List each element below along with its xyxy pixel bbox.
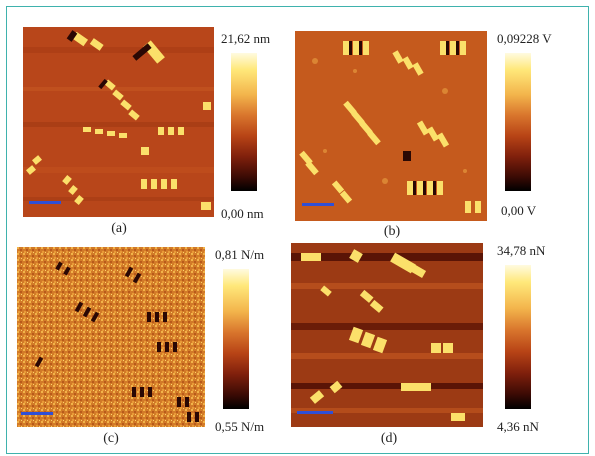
scale-bar-c [21, 412, 53, 415]
colorbar-max-label-c: 0,81 N/m [215, 247, 265, 262]
colorbar-min-label-d: 4,36 nN [497, 419, 539, 434]
colorbar-max-label-d: 34,78 nN [497, 243, 546, 258]
colorbar-a [231, 53, 257, 191]
figure-frame: (a) 21,62 nm 0,00 nm [6, 6, 589, 454]
colorbar-min-label-a: 0,00 nm [221, 206, 264, 221]
panel-caption-d: (d) [380, 431, 398, 446]
colorbar-min-label-c: 0,55 N/m [215, 419, 265, 434]
scale-bar-b [302, 203, 334, 206]
scale-bar-a [29, 201, 61, 204]
colorbar-c [223, 269, 249, 409]
colorbar-max-label-a: 21,62 nm [221, 31, 271, 46]
panel-caption-b: (b) [383, 224, 401, 239]
afm-image-b-phase [295, 31, 487, 221]
scale-bar-d [297, 411, 333, 414]
afm-image-d-adhesion [291, 243, 483, 427]
panel-caption-a: (a) [111, 221, 127, 236]
colorbar-min-label-b: 0,00 V [501, 203, 537, 218]
colorbar-b [505, 53, 531, 191]
panel-caption-c: (c) [103, 431, 119, 446]
colorbar-d [505, 265, 531, 409]
colorbar-max-label-b: 0,09228 V [497, 31, 552, 46]
afm-image-a-topography [23, 27, 214, 217]
afm-image-c-stiffness [17, 247, 205, 427]
